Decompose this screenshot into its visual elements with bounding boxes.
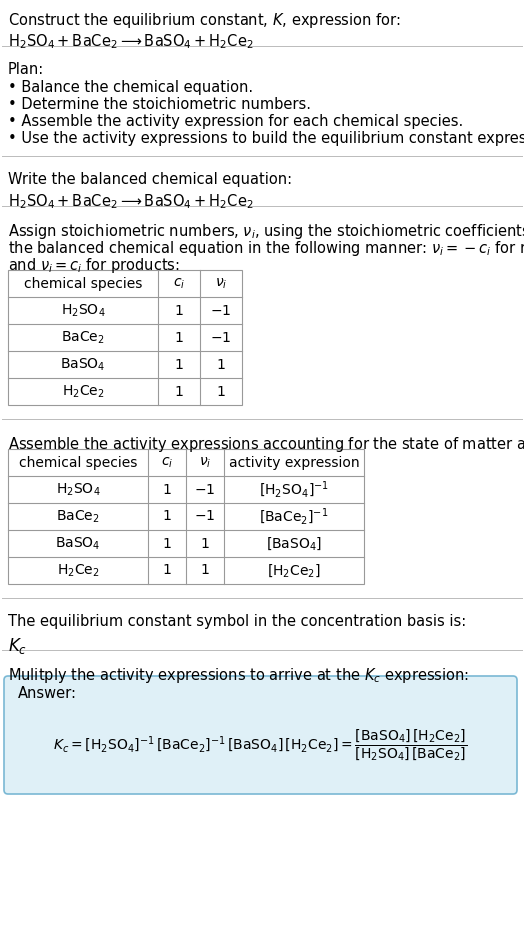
Text: $-1$: $-1$: [210, 304, 232, 318]
Text: 1: 1: [201, 564, 210, 578]
Text: • Use the activity expressions to build the equilibrium constant expression.: • Use the activity expressions to build …: [8, 131, 524, 146]
Text: 1: 1: [174, 384, 183, 399]
Text: $\mathrm{BaCe_2}$: $\mathrm{BaCe_2}$: [61, 329, 105, 345]
Text: Assemble the activity expressions accounting for the state of matter and $\nu_i$: Assemble the activity expressions accoun…: [8, 435, 524, 454]
Text: Construct the equilibrium constant, $K$, expression for:: Construct the equilibrium constant, $K$,…: [8, 11, 401, 30]
FancyBboxPatch shape: [4, 676, 517, 794]
Text: activity expression: activity expression: [228, 456, 359, 470]
Text: • Assemble the activity expression for each chemical species.: • Assemble the activity expression for e…: [8, 114, 463, 129]
Text: chemical species: chemical species: [19, 456, 137, 470]
Text: chemical species: chemical species: [24, 276, 142, 290]
Text: $K_c = [\mathrm{H_2SO_4}]^{-1}\,[\mathrm{BaCe_2}]^{-1}\,[\mathrm{BaSO_4}]\,[\mat: $K_c = [\mathrm{H_2SO_4}]^{-1}\,[\mathrm…: [53, 728, 467, 763]
Text: 1: 1: [201, 536, 210, 550]
Text: $-1$: $-1$: [194, 482, 215, 496]
Text: Mulitply the activity expressions to arrive at the $K_c$ expression:: Mulitply the activity expressions to arr…: [8, 666, 469, 685]
Text: 1: 1: [174, 304, 183, 318]
Text: $\mathrm{H_2Ce_2}$: $\mathrm{H_2Ce_2}$: [57, 563, 100, 579]
Text: 1: 1: [216, 358, 225, 371]
Text: $\mathrm{BaSO_4}$: $\mathrm{BaSO_4}$: [60, 356, 106, 373]
Text: $\mathrm{H_2SO_4}$: $\mathrm{H_2SO_4}$: [61, 303, 105, 319]
Text: $K_c$: $K_c$: [8, 636, 27, 656]
Text: Write the balanced chemical equation:: Write the balanced chemical equation:: [8, 172, 292, 187]
Text: $\nu_i$: $\nu_i$: [199, 456, 211, 470]
Text: $c_i$: $c_i$: [161, 456, 173, 470]
Text: Assign stoichiometric numbers, $\nu_i$, using the stoichiometric coefficients, $: Assign stoichiometric numbers, $\nu_i$, …: [8, 222, 524, 241]
Text: $\mathrm{H_2SO_4}$: $\mathrm{H_2SO_4}$: [56, 481, 100, 497]
Text: $-1$: $-1$: [194, 510, 215, 524]
Text: 1: 1: [162, 536, 171, 550]
Text: The equilibrium constant symbol in the concentration basis is:: The equilibrium constant symbol in the c…: [8, 614, 466, 629]
Text: $\mathrm{H_2Ce_2}$: $\mathrm{H_2Ce_2}$: [62, 383, 104, 400]
Text: and $\nu_i = c_i$ for products:: and $\nu_i = c_i$ for products:: [8, 256, 180, 275]
Text: $\mathrm{H_2SO_4 + BaCe_2 \longrightarrow BaSO_4 + H_2Ce_2}$: $\mathrm{H_2SO_4 + BaCe_2 \longrightarro…: [8, 192, 254, 211]
Text: $\mathrm{H_2SO_4 + BaCe_2 \longrightarrow BaSO_4 + H_2Ce_2}$: $\mathrm{H_2SO_4 + BaCe_2 \longrightarro…: [8, 32, 254, 50]
Text: $\nu_i$: $\nu_i$: [215, 276, 227, 290]
Text: $\mathrm{BaSO_4}$: $\mathrm{BaSO_4}$: [55, 535, 101, 551]
Text: 1: 1: [162, 510, 171, 524]
Text: $\mathrm{BaCe_2}$: $\mathrm{BaCe_2}$: [56, 509, 100, 525]
Text: 1: 1: [174, 330, 183, 344]
Text: 1: 1: [162, 564, 171, 578]
Text: $[\mathrm{H_2SO_4}]^{-1}$: $[\mathrm{H_2SO_4}]^{-1}$: [259, 479, 329, 500]
Text: • Balance the chemical equation.: • Balance the chemical equation.: [8, 80, 253, 95]
Text: 1: 1: [162, 482, 171, 496]
Text: $-1$: $-1$: [210, 330, 232, 344]
Text: $[\mathrm{BaCe_2}]^{-1}$: $[\mathrm{BaCe_2}]^{-1}$: [259, 507, 329, 527]
Bar: [8, 449, 364, 584]
Bar: [8, 270, 242, 405]
Text: 1: 1: [174, 358, 183, 371]
Text: the balanced chemical equation in the following manner: $\nu_i = -c_i$ for react: the balanced chemical equation in the fo…: [8, 239, 524, 258]
Text: 1: 1: [216, 384, 225, 399]
Text: Answer:: Answer:: [18, 686, 77, 701]
Text: $[\mathrm{H_2Ce_2}]$: $[\mathrm{H_2Ce_2}]$: [267, 562, 321, 579]
Text: $c_i$: $c_i$: [173, 276, 185, 290]
Text: Plan:: Plan:: [8, 62, 44, 77]
Text: • Determine the stoichiometric numbers.: • Determine the stoichiometric numbers.: [8, 97, 311, 112]
Text: $[\mathrm{BaSO_4}]$: $[\mathrm{BaSO_4}]$: [266, 535, 322, 552]
